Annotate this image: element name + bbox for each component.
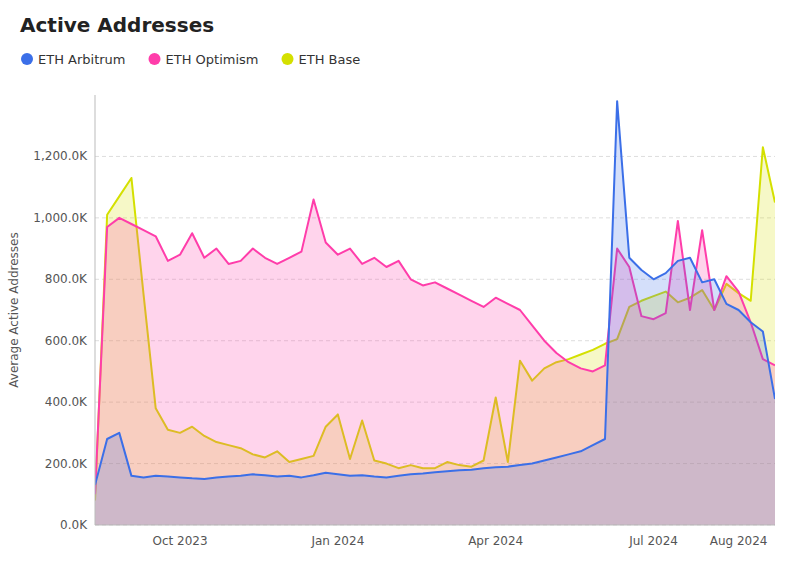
legend-swatch: [21, 53, 33, 65]
y-axis-label: Average Active Addresses: [7, 232, 21, 387]
chart: Active Addresses ETH Arbitrum ETH Optimism…: [0, 0, 800, 575]
plot-area: [95, 101, 775, 525]
legend-swatch: [149, 53, 161, 65]
x-tick-label: Apr 2024: [468, 534, 523, 548]
series-line: [95, 101, 775, 485]
legend: ETH Arbitrum ETH Optimism ETH Base: [21, 52, 360, 67]
grid-line: [95, 217, 775, 218]
x-tick-label: Oct 2023: [152, 534, 207, 548]
y-tick-label: 1,000.0K: [33, 211, 88, 225]
background: [0, 0, 800, 575]
y-tick-label: 600.0K: [45, 334, 88, 348]
y-tick-label: 400.0K: [45, 395, 88, 409]
x-axis-line: [95, 525, 775, 526]
grid-line: [95, 156, 775, 157]
legend-label: ETH Base: [298, 52, 360, 67]
x-tick-label: Jul 2024: [628, 534, 678, 548]
x-tick-label: Jan 2024: [310, 534, 364, 548]
y-tick-label: 1,200.0K: [33, 149, 88, 163]
y-axis-line: [95, 95, 96, 525]
legend-label: ETH Arbitrum: [38, 52, 126, 67]
y-tick-label: 0.0K: [60, 518, 88, 532]
x-tick-label: Aug 2024: [710, 534, 768, 548]
area-fill: [95, 101, 775, 525]
legend-swatch: [281, 53, 293, 65]
legend-label: ETH Optimism: [166, 52, 259, 67]
y-tick-label: 200.0K: [45, 457, 88, 471]
y-tick-label: 800.0K: [45, 272, 88, 286]
grid-line: [95, 525, 775, 526]
title: Active Addresses: [20, 13, 214, 37]
